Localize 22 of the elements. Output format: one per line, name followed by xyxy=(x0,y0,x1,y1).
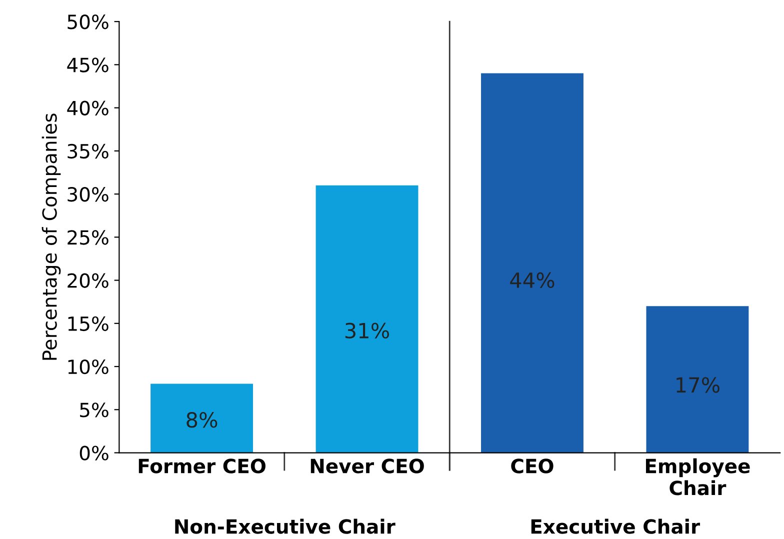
data-label: 31% xyxy=(345,322,390,338)
text: Non-Executive Chair xyxy=(175,518,396,534)
y-tick-label: 15% xyxy=(68,316,108,332)
y-axis-title: Percentage of Companies xyxy=(42,114,61,360)
y-tick-label: 0% xyxy=(80,446,108,460)
y-tick-label: 5% xyxy=(80,402,108,418)
y-tick-label: 40% xyxy=(67,100,108,116)
y-tick-label: 45% xyxy=(67,58,108,72)
x-tick-label: Former CEO xyxy=(138,458,266,474)
x-tick-label: CEO xyxy=(511,458,554,474)
y-tick-label: 50% xyxy=(68,14,108,30)
text: Executive Chair xyxy=(531,518,700,534)
data-label: 44% xyxy=(510,272,554,288)
y-tick-label: 35% xyxy=(68,144,108,159)
y-tick-label: 20% xyxy=(68,273,108,288)
data-label: 17% xyxy=(676,377,720,393)
y-tick-label: 10% xyxy=(68,359,108,374)
y-tick-label: 25% xyxy=(68,230,108,245)
x-tick-label: Employee Chair xyxy=(646,458,750,496)
y-tick-label: 30% xyxy=(68,186,108,202)
data-label: 8% xyxy=(186,412,218,428)
x-tick-label: Never CEO xyxy=(310,458,424,474)
